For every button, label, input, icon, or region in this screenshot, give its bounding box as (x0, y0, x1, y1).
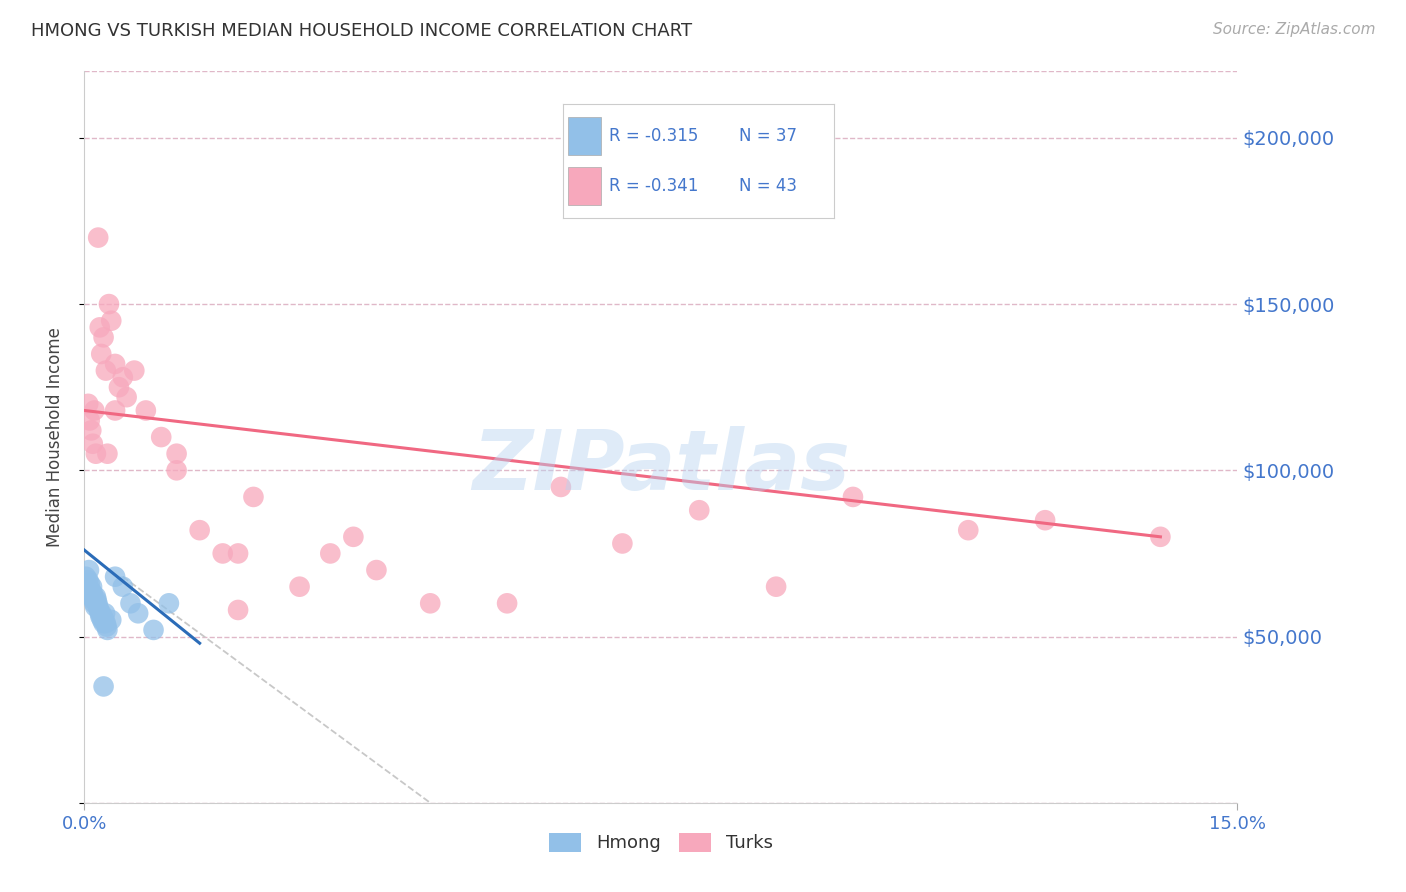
Point (94, 616, 117, 631)
Point (77, 397, 100, 411)
Point (111, 370, 134, 384)
Point (100, 314, 122, 328)
Point (83, 596, 105, 610)
Point (76, 586, 98, 600)
Point (84, 590, 107, 604)
Point (80, 424, 103, 438)
Point (166, 463, 188, 477)
Point (84, 447, 107, 461)
Point (115, 390, 138, 404)
Point (612, 536, 634, 550)
Point (82, 436, 104, 450)
Point (108, 380, 131, 394)
Point (87, 599, 110, 614)
Legend: Hmong, Turks: Hmong, Turks (541, 826, 780, 860)
Point (104, 403, 127, 417)
Point (89, 320, 111, 334)
Point (77, 563, 100, 577)
Point (100, 613, 122, 627)
Point (80, 580, 103, 594)
Point (90, 347, 112, 361)
Point (96, 623, 118, 637)
Point (211, 546, 233, 560)
Point (93, 680, 115, 694)
Point (111, 580, 134, 594)
Point (80, 590, 103, 604)
Point (93, 616, 115, 631)
Point (79, 582, 101, 597)
Point (91, 613, 114, 627)
Point (89, 609, 111, 624)
Point (86, 596, 108, 610)
Point (1149, 530, 1171, 544)
Point (84, 599, 107, 614)
Point (94, 607, 117, 621)
Point (765, 580, 787, 594)
Point (91, 609, 114, 624)
Point (83, 593, 105, 607)
Point (842, 490, 865, 504)
Point (242, 490, 264, 504)
Point (120, 596, 142, 610)
Point (89, 607, 111, 621)
Text: ZIPatlas: ZIPatlas (472, 425, 849, 507)
Point (135, 403, 157, 417)
Point (142, 623, 165, 637)
Point (75, 570, 97, 584)
Point (96, 619, 118, 633)
Point (79, 576, 101, 591)
Point (97, 297, 120, 311)
Point (226, 603, 249, 617)
Point (79, 413, 101, 427)
Point (957, 523, 980, 537)
Point (188, 523, 211, 537)
Point (77, 573, 100, 587)
Point (166, 447, 188, 461)
Point (86, 593, 108, 607)
Point (93, 330, 115, 344)
Point (226, 546, 249, 560)
Point (288, 580, 311, 594)
Point (1033, 513, 1056, 527)
Point (93, 613, 115, 627)
Point (83, 403, 105, 417)
Point (157, 596, 180, 610)
Point (366, 563, 388, 577)
Y-axis label: Median Household Income: Median Household Income (45, 327, 63, 547)
Point (550, 480, 572, 494)
Point (319, 546, 342, 560)
Point (496, 596, 519, 610)
Point (688, 503, 710, 517)
Point (82, 586, 104, 600)
Point (96, 447, 118, 461)
Point (150, 430, 173, 444)
Point (87, 230, 110, 244)
Point (104, 357, 127, 371)
Point (342, 530, 364, 544)
Text: HMONG VS TURKISH MEDIAN HOUSEHOLD INCOME CORRELATION CHART: HMONG VS TURKISH MEDIAN HOUSEHOLD INCOME… (31, 22, 692, 40)
Point (87, 603, 110, 617)
Point (127, 607, 149, 621)
Point (104, 570, 127, 584)
Text: Source: ZipAtlas.com: Source: ZipAtlas.com (1212, 22, 1375, 37)
Point (90, 607, 112, 621)
Point (94, 363, 117, 377)
Point (76, 580, 98, 594)
Point (419, 596, 441, 610)
Point (124, 363, 146, 377)
